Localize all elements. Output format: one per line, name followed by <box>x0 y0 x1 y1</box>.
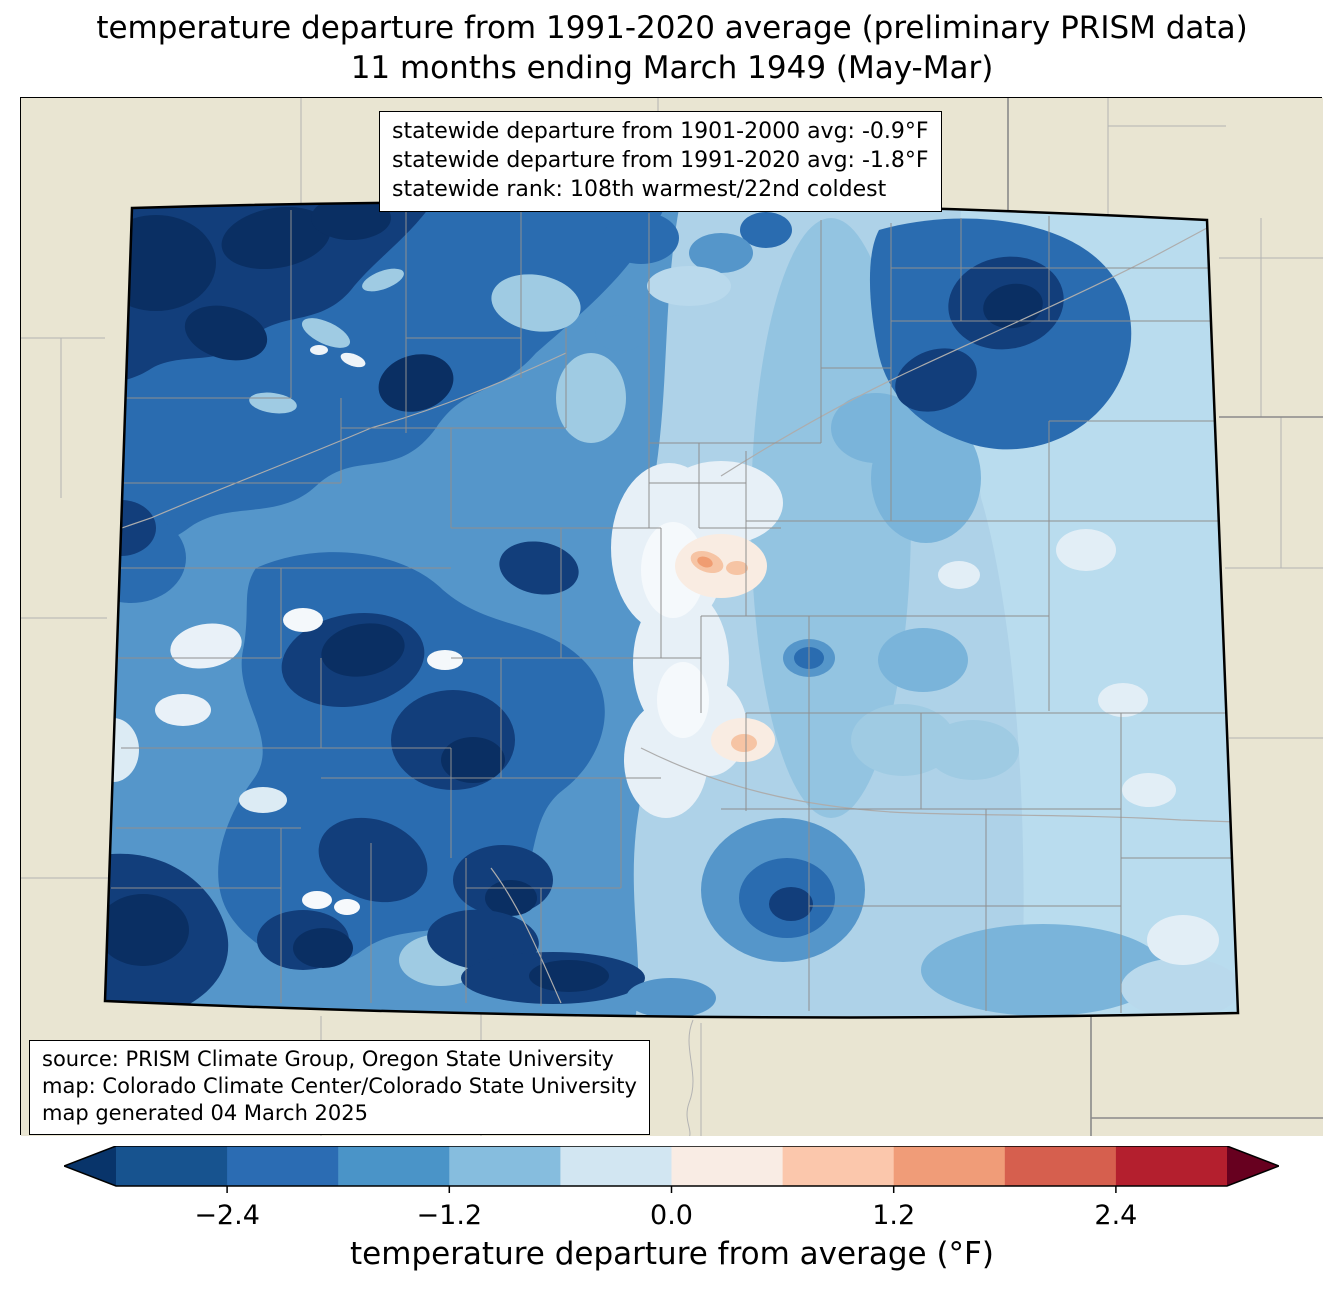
colorbar-tick-label: 2.4 <box>1094 1200 1137 1231</box>
colorbar-segment <box>782 1146 895 1186</box>
temperature-field <box>105 202 1238 1018</box>
colorbar-tick-label: 0.0 <box>650 1200 693 1231</box>
colorbar-segment <box>560 1146 673 1186</box>
river-lines <box>106 227 1238 1004</box>
colorbar-segment <box>1115 1146 1228 1186</box>
colorbar-segment <box>338 1146 450 1186</box>
colorbar-segment <box>893 1146 1006 1186</box>
colorbar-svg: −2.4 −1.2 0.0 1.2 2.4 <box>61 1145 1282 1231</box>
figure-title: temperature departure from 1991-2020 ave… <box>0 8 1344 88</box>
stats-line-1: statewide departure from 1901-2000 avg: … <box>392 119 929 144</box>
colorbar-axis-label: temperature departure from average (°F) <box>350 1236 994 1272</box>
colorbar-tick-label: −2.4 <box>194 1200 260 1231</box>
neighbor-state-borders <box>1007 98 1323 1136</box>
title-line-1: temperature departure from 1991-2020 ave… <box>96 10 1248 46</box>
credits-box: source: PRISM Climate Group, Oregon Stat… <box>29 1040 650 1135</box>
stats-line-3: statewide rank: 108th warmest/22nd colde… <box>392 177 887 202</box>
credits-line-3: map generated 04 March 2025 <box>42 1101 369 1125</box>
colorbar-arrow-left <box>64 1146 116 1186</box>
county-lines <box>107 210 1236 1013</box>
stats-line-2: statewide departure from 1991-2020 avg: … <box>392 148 929 173</box>
colorbar-segment <box>671 1146 784 1186</box>
colorbar-segment <box>227 1146 339 1186</box>
colorado-map-svg <box>21 98 1323 1136</box>
colorbar-segment <box>116 1146 228 1186</box>
map-panel: statewide departure from 1901-2000 avg: … <box>20 97 1323 1136</box>
colorbar-segment <box>449 1146 561 1186</box>
statewide-stats-box: statewide departure from 1901-2000 avg: … <box>379 111 942 212</box>
title-line-2: 11 months ending March 1949 (May-Mar) <box>350 50 994 86</box>
neighbor-river <box>686 1019 694 1136</box>
colorbar-segment <box>1004 1146 1117 1186</box>
colorbar-tick-label: 1.2 <box>872 1200 915 1231</box>
colorbar-tick-label: −1.2 <box>417 1200 483 1231</box>
colorbar: −2.4 −1.2 0.0 1.2 2.4 <box>61 1145 1282 1238</box>
credits-line-2: map: Colorado Climate Center/Colorado St… <box>42 1074 637 1098</box>
credits-line-1: source: PRISM Climate Group, Oregon Stat… <box>42 1047 614 1071</box>
colorbar-arrow-right <box>1227 1146 1279 1186</box>
